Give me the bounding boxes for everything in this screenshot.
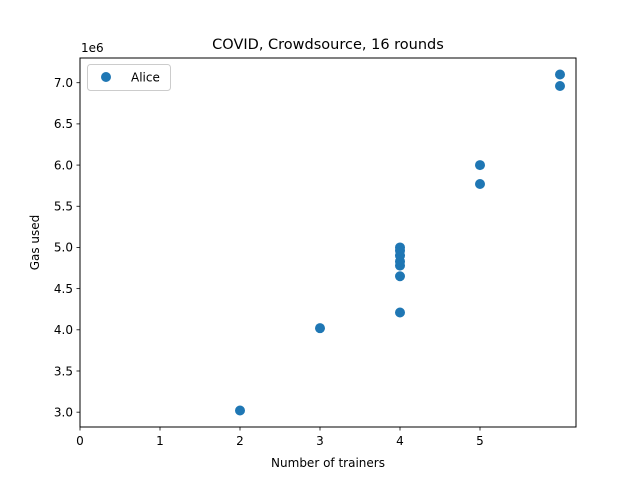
legend-label: Alice (131, 71, 160, 85)
y-tick-label: 7.0 (54, 76, 73, 90)
data-point (315, 323, 325, 334)
chart-title: COVID, Crowdsource, 16 rounds (212, 37, 444, 53)
y-tick-label: 4.0 (54, 323, 73, 337)
y-tick-label: 6.5 (54, 117, 73, 131)
data-point (235, 405, 245, 416)
y-tick-label: 6.0 (54, 158, 73, 172)
y-tick-label: 4.5 (54, 282, 73, 296)
x-tick-label: 0 (76, 434, 84, 448)
y-tick-label: 5.0 (54, 241, 73, 255)
y-axis-offset-label: 1e6 (81, 41, 104, 55)
x-axis-label: Number of trainers (271, 456, 385, 470)
x-tick-label: 4 (396, 434, 404, 448)
legend-box (87, 64, 171, 91)
data-point (555, 81, 565, 92)
x-tick-label: 3 (316, 434, 324, 448)
data-point (555, 69, 565, 80)
y-axis-label: Gas used (28, 215, 42, 271)
y-tick-label: 3.0 (54, 405, 73, 419)
legend-marker (101, 72, 111, 82)
x-tick-label: 2 (236, 434, 244, 448)
y-axis-ticks: 3.0 3.5 4.0 4.5 5.0 5.5 6.0 6.5 7.0 (54, 76, 80, 419)
data-point (475, 179, 485, 190)
data-point (475, 160, 485, 171)
legend: Alice (87, 64, 171, 91)
data-points (235, 69, 565, 416)
x-tick-label: 1 (156, 434, 164, 448)
y-tick-label: 5.5 (54, 200, 73, 214)
plot-area-frame (79, 57, 577, 428)
y-tick-label: 3.5 (54, 364, 73, 378)
x-axis-ticks: 0 1 2 3 4 5 (76, 427, 484, 448)
data-point (395, 307, 405, 318)
data-point (395, 242, 405, 253)
data-point (395, 271, 405, 282)
x-tick-label: 5 (476, 434, 484, 448)
